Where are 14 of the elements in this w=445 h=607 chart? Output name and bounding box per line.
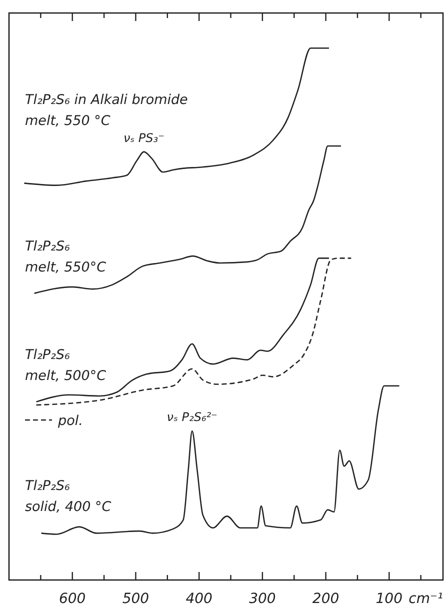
x-tick-label: 300 xyxy=(249,591,276,607)
x-tick-label: 100 xyxy=(376,591,403,607)
series-label: Tl₂P₂S₆ solid, 400 °C xyxy=(25,478,112,516)
annotation: νₛ P₂S₆²⁻ xyxy=(166,410,218,424)
x-tick-label: 500 xyxy=(122,591,150,607)
legend-label: pol. xyxy=(57,413,83,430)
series-label: Tl₂P₂S₆ melt, 500°C xyxy=(25,346,107,384)
x-tick-label: 200 xyxy=(312,591,340,607)
text: Tl₂P₂S₆ in Alkali bromide melt, 550 °C xyxy=(25,92,188,130)
x-tick-label: 400 xyxy=(186,591,213,607)
x-axis-title: cm⁻¹ xyxy=(408,591,443,607)
series-label: Tl₂P₂S₆ melt, 550°C xyxy=(25,238,107,276)
annotation: νₛ PS₃⁻ xyxy=(123,130,164,145)
x-tick-label: 600 xyxy=(58,591,86,607)
